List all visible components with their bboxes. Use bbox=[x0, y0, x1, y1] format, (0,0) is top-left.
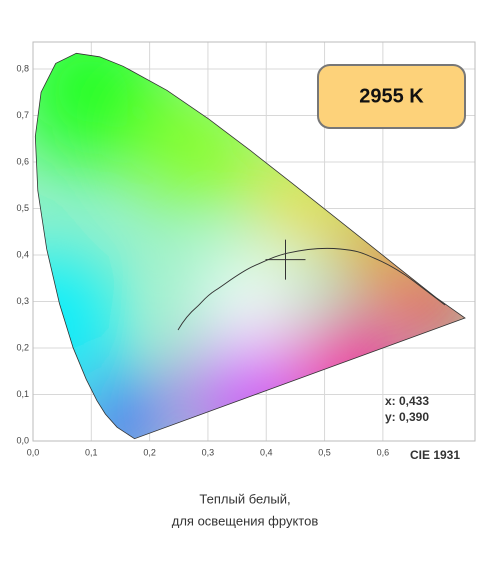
y-tick-label: 0,2 bbox=[16, 342, 29, 352]
badge-text: 2955 K bbox=[359, 85, 424, 107]
x-tick-label: 0,5 bbox=[318, 447, 331, 457]
y-tick-label: 0,4 bbox=[16, 249, 29, 259]
planckian-locus bbox=[177, 247, 446, 331]
y-tick-label: 0,7 bbox=[16, 110, 29, 120]
caption-line: Теплый белый, bbox=[199, 491, 290, 506]
chart-title: CIE 1931 bbox=[410, 448, 460, 462]
y-tick-label: 0,0 bbox=[16, 435, 29, 445]
y-tick-label: 0,1 bbox=[16, 389, 29, 399]
x-tick-label: 0,6 bbox=[377, 447, 390, 457]
y-tick-label: 0,6 bbox=[16, 156, 29, 166]
point-crosshair bbox=[265, 239, 306, 280]
badge bbox=[317, 64, 466, 129]
x-tick-label: 0,1 bbox=[85, 447, 98, 457]
caption-line: для освещения фруктов bbox=[172, 513, 319, 528]
x-coordinate: x: 0,433 bbox=[385, 394, 429, 408]
y-tick-label: 0,5 bbox=[16, 203, 29, 213]
x-tick-label: 0,3 bbox=[202, 447, 215, 457]
spectral-locus bbox=[34, 52, 466, 440]
x-tick-label: 0,2 bbox=[143, 447, 156, 457]
x-tick-label: 0,4 bbox=[260, 447, 273, 457]
x-tick-label: 0,0 bbox=[27, 447, 40, 457]
y-coordinate: y: 0,390 bbox=[385, 410, 429, 424]
y-tick-label: 0,8 bbox=[16, 63, 29, 73]
y-tick-label: 0,3 bbox=[16, 296, 29, 306]
plot-frame bbox=[32, 41, 476, 442]
